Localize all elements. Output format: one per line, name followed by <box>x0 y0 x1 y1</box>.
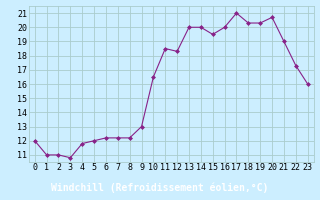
Text: Windchill (Refroidissement éolien,°C): Windchill (Refroidissement éolien,°C) <box>51 182 269 193</box>
